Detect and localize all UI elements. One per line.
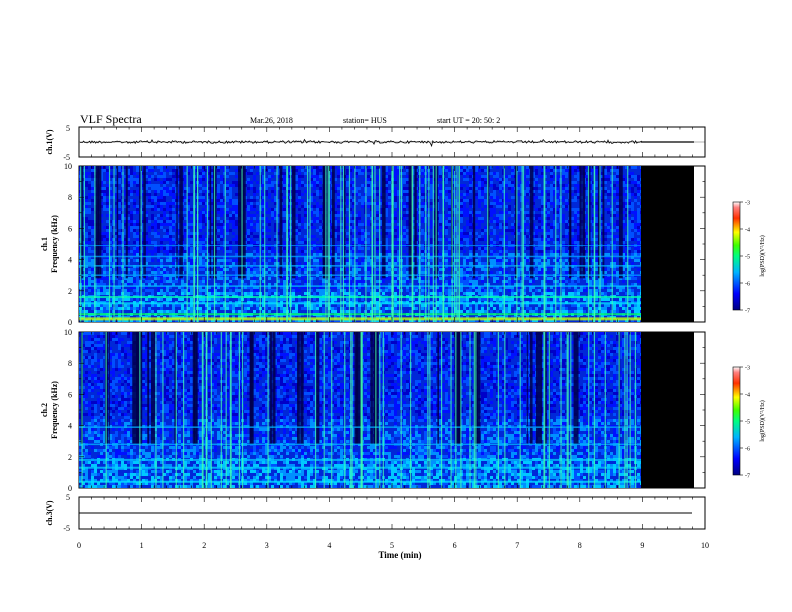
- time-tick-label: 2: [202, 541, 206, 550]
- ch1-freq-tick-label: 4: [68, 256, 72, 265]
- ch2-freq-label-line1: ch.2: [40, 403, 49, 417]
- ch2-spectrogram-panel: 10 8 6 4 2 0 ch.2 Frequency (kHz): [40, 328, 706, 493]
- ch2-freq-tick-label: 8: [68, 359, 72, 368]
- ch1-freq-label-line2: Frequency (kHz): [50, 215, 59, 273]
- ch2-spectrogram-image: [79, 332, 643, 488]
- ch1-freq-tick-label: 10: [64, 162, 72, 171]
- time-tick-label: 3: [265, 541, 269, 550]
- ch1-ytick-bottom: -5: [63, 153, 70, 162]
- ch1-waveform-trace: [79, 138, 642, 148]
- time-tick-label: 5: [390, 541, 394, 550]
- time-tick-label: 9: [640, 541, 644, 550]
- ch1-spectrogram-panel: 10 8 6 4 2 0 ch.1 Frequency (kHz): [40, 162, 706, 327]
- ch1-freq-label-line1: ch.1: [40, 237, 49, 251]
- time-tick-labels: 0 1 2 3 4 5 6 7 8 9 10: [77, 541, 709, 550]
- time-tick-label: 7: [515, 541, 519, 550]
- ch2-colorbar-tick: -4: [745, 393, 750, 399]
- time-tick-label: 8: [578, 541, 582, 550]
- time-tick-label: 6: [453, 541, 457, 550]
- time-axis-label: Time (min): [378, 550, 421, 560]
- ch1-colorbar-label: log(PSD)(V²/Hz): [759, 235, 766, 276]
- station-label: station= HUS: [343, 116, 387, 125]
- ch2-colorbar-tick: -3: [745, 366, 750, 372]
- time-tick-label: 4: [327, 541, 331, 550]
- ch1-spectrogram-image: [79, 166, 643, 322]
- ch1-colorbar-tick: -5: [745, 255, 750, 261]
- ch1-freq-tick-label: 8: [68, 193, 72, 202]
- ch1-freq-ticks: 10 8 6 4 2 0: [64, 162, 705, 327]
- ch2-colorbar-label: log(PSD)(V²/Hz): [759, 400, 766, 441]
- ch1-colorbar-tick: -4: [745, 228, 750, 234]
- ch1-ylabel: ch.1(V): [45, 129, 54, 154]
- ch2-colorbar-tick: -7: [745, 474, 750, 480]
- ch2-freq-tick-label: 2: [68, 453, 72, 462]
- time-tick-label: 1: [140, 541, 144, 550]
- ch1-ytick-top: 5: [66, 124, 70, 133]
- ch1-nodata-mask: [641, 166, 694, 322]
- ch3-ytick-bottom: -5: [63, 524, 70, 533]
- ch1-colorbar-tick: -6: [745, 282, 750, 288]
- ch2-colorbar: -3 -4 -5 -6 -7 log(PSD)(V²/Hz): [732, 366, 766, 480]
- ch1-freq-tick-label: 2: [68, 287, 72, 296]
- start-time-label: start UT = 20: 50: 2: [437, 116, 500, 125]
- ch1-waveform-panel: 5 -5 ch.1(V): [45, 124, 706, 162]
- date-label: Mar.26, 2018: [250, 116, 293, 125]
- ch2-freq-tick-label: 6: [68, 390, 72, 399]
- ch1-colorbar: -3 -4 -5 -6 -7 log(PSD)(V²/Hz): [732, 201, 766, 315]
- ch1-freq-tick-label: 0: [68, 318, 72, 327]
- ch2-freq-tick-label: 4: [68, 422, 72, 431]
- ch2-freq-label-line2: Frequency (kHz): [50, 381, 59, 439]
- ch3-ylabel: ch.3(V): [45, 500, 54, 525]
- time-tick-label: 10: [701, 541, 709, 550]
- time-tick-label: 0: [77, 541, 81, 550]
- time-ticks: [78, 127, 706, 529]
- ch3-waveform-panel: 5 -5 ch.3(V): [45, 493, 706, 533]
- ch2-colorbar-tick: -5: [745, 420, 750, 426]
- ch1-colorbar-tick: -3: [745, 201, 750, 207]
- ch2-colorbar-tick: -6: [745, 447, 750, 453]
- ch1-colorbar-tick: -7: [745, 309, 750, 315]
- figure-title: VLF Spectra: [80, 112, 142, 126]
- ch2-freq-tick-label: 10: [64, 328, 72, 337]
- ch2-nodata-mask: [641, 332, 694, 488]
- ch3-ytick-top: 5: [66, 493, 70, 502]
- ch1-freq-tick-label: 6: [68, 224, 72, 233]
- ch2-freq-tick-label: 0: [68, 484, 72, 493]
- ch2-freq-ticks: 10 8 6 4 2 0: [64, 328, 705, 493]
